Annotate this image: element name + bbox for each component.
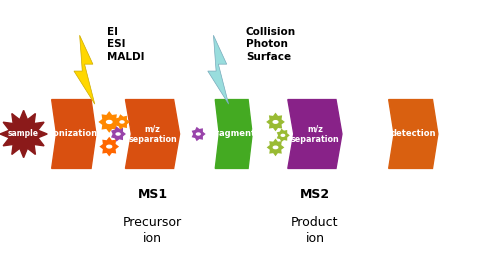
- Text: Collision
Photon
Surface: Collision Photon Surface: [246, 27, 296, 62]
- Circle shape: [116, 133, 120, 135]
- Circle shape: [273, 121, 278, 123]
- Polygon shape: [0, 110, 47, 158]
- Polygon shape: [267, 139, 284, 156]
- Polygon shape: [277, 129, 290, 142]
- Circle shape: [274, 146, 278, 148]
- Polygon shape: [215, 99, 252, 169]
- Polygon shape: [52, 99, 96, 169]
- Polygon shape: [99, 137, 119, 157]
- Polygon shape: [191, 127, 206, 141]
- Polygon shape: [98, 111, 120, 133]
- Polygon shape: [74, 35, 95, 104]
- Text: Precursor
ion: Precursor ion: [123, 216, 182, 245]
- Polygon shape: [111, 126, 126, 142]
- Text: MS1: MS1: [137, 188, 168, 201]
- Polygon shape: [208, 35, 229, 104]
- Text: detection: detection: [391, 129, 436, 139]
- Polygon shape: [389, 99, 438, 169]
- Polygon shape: [288, 99, 342, 169]
- Circle shape: [107, 145, 112, 148]
- Circle shape: [120, 121, 124, 123]
- Text: EI
ESI
MALDI: EI ESI MALDI: [107, 27, 145, 62]
- Text: m/z
separation: m/z separation: [290, 124, 339, 144]
- Polygon shape: [266, 113, 285, 131]
- Polygon shape: [125, 99, 180, 169]
- Circle shape: [107, 121, 112, 123]
- Circle shape: [281, 135, 284, 136]
- Polygon shape: [115, 114, 130, 130]
- Text: fragment: fragment: [212, 129, 256, 139]
- Text: ionization: ionization: [50, 129, 97, 139]
- Text: MS2: MS2: [300, 188, 330, 201]
- Circle shape: [196, 133, 200, 135]
- Text: sample: sample: [8, 129, 39, 139]
- Text: m/z
separation: m/z separation: [128, 124, 177, 144]
- Text: Product
ion: Product ion: [291, 216, 338, 245]
